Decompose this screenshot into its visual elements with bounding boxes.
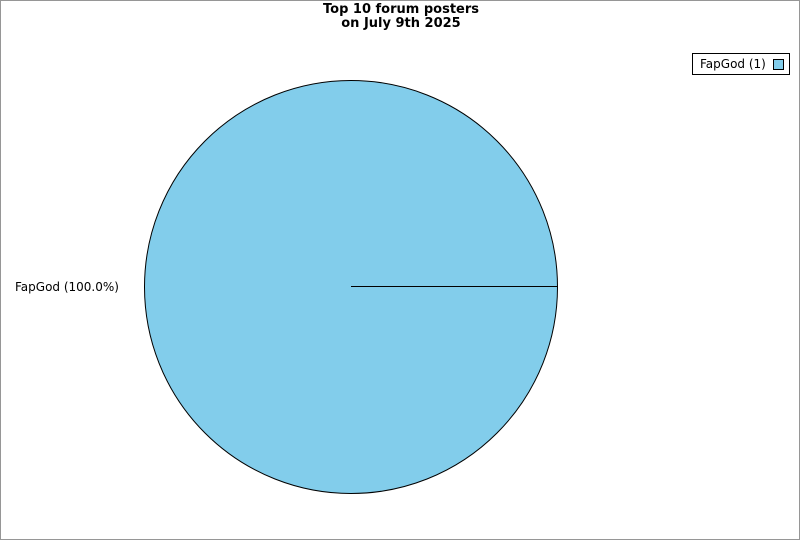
legend-item-fapgod[interactable]: FapGod (1) — [700, 58, 784, 70]
pie-slice-fapgod[interactable] — [144, 80, 558, 494]
legend-color-swatch-icon — [772, 58, 784, 70]
chart-title-line-1: Top 10 forum posters — [323, 2, 479, 17]
legend-item-label: FapGod (1) — [700, 57, 766, 71]
pie-slice-divider-line — [351, 286, 558, 287]
chart-title: Top 10 forum posters on July 9th 2025 — [1, 2, 799, 31]
chart-title-line-2: on July 9th 2025 — [341, 16, 461, 31]
pie-slice-label-fapgod: FapGod (100.0%) — [15, 280, 119, 294]
chart-legend: FapGod (1) — [692, 53, 790, 75]
